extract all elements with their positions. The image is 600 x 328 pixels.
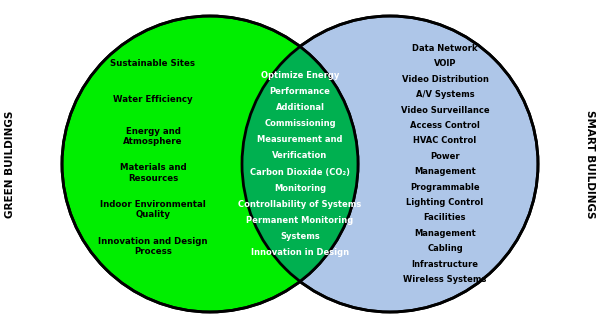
Text: Access Control: Access Control [410,121,480,130]
Text: Lighting Control: Lighting Control [406,198,484,207]
Text: Additional: Additional [275,103,325,112]
Circle shape [62,16,358,312]
Text: Indoor Environmental
Quality: Indoor Environmental Quality [100,200,206,219]
Text: Programmable: Programmable [410,183,480,192]
Text: Commissioning: Commissioning [264,119,336,128]
Text: Facilities: Facilities [424,214,466,222]
Text: VOIP: VOIP [434,59,456,69]
Text: Innovation in Design: Innovation in Design [251,248,349,257]
Text: Monitoring: Monitoring [274,184,326,193]
Text: Systems: Systems [280,232,320,241]
Text: A/V Systems: A/V Systems [416,90,475,99]
Text: SMART BUILDINGS: SMART BUILDINGS [585,110,595,218]
Text: Management: Management [414,229,476,238]
Text: Permanent Monitoring: Permanent Monitoring [247,216,353,225]
Circle shape [62,16,358,312]
Circle shape [242,16,538,312]
Text: Innovation and Design
Process: Innovation and Design Process [98,236,208,256]
Text: Cabling: Cabling [427,244,463,253]
Text: Video Surveillance: Video Surveillance [401,106,490,114]
Text: GREEN BUILDINGS: GREEN BUILDINGS [5,110,15,218]
Text: Power: Power [430,152,460,161]
Text: HVAC Control: HVAC Control [413,136,476,145]
Text: Optimize Energy: Optimize Energy [261,71,339,80]
Text: Energy and
Atmosphere: Energy and Atmosphere [123,127,183,146]
Text: Video Distribution: Video Distribution [401,75,488,84]
Text: Water Efficiency: Water Efficiency [113,95,193,104]
Text: Measurement and: Measurement and [257,135,343,144]
Text: Wireless Systems: Wireless Systems [403,275,487,284]
Text: Management: Management [414,167,476,176]
Text: Sustainable Sites: Sustainable Sites [110,59,196,68]
PathPatch shape [242,16,538,312]
Text: Data Network: Data Network [412,44,478,53]
Text: Infrastructure: Infrastructure [412,259,479,269]
Text: Performance: Performance [269,87,331,96]
Text: Carbon Dioxide (CO₂): Carbon Dioxide (CO₂) [250,168,350,176]
Text: Controllability of Systems: Controllability of Systems [238,200,362,209]
Text: Verification: Verification [272,152,328,160]
Text: Materials and
Resources: Materials and Resources [119,163,187,183]
